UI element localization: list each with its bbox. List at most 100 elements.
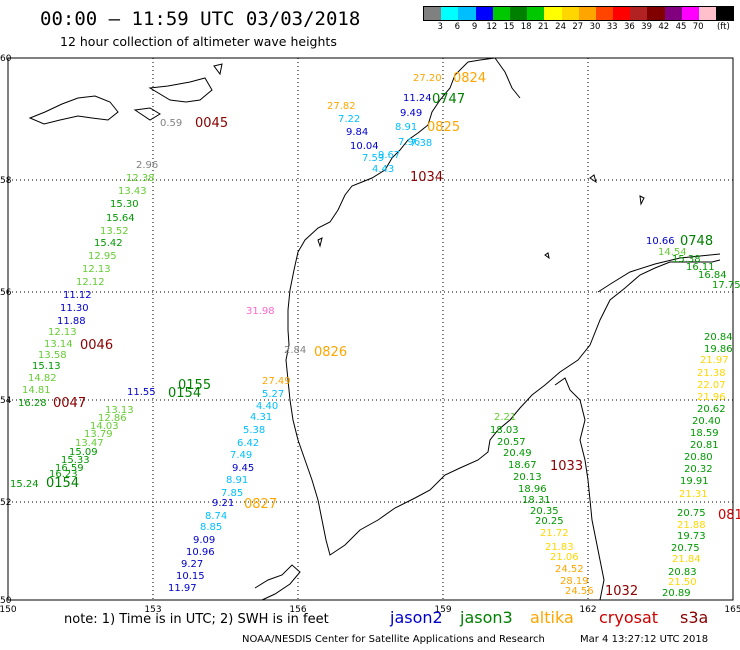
wave-height-label: 21.72 — [540, 528, 569, 539]
wave-height-label: 2.96 — [136, 160, 158, 171]
map-gridlines — [7, 57, 734, 601]
credit-text: NOAA/NESDIS Center for Satellite Applica… — [242, 634, 545, 645]
wave-height-label: 13.13 — [105, 405, 134, 416]
wave-height-label: 14.03 — [90, 421, 119, 432]
wave-height-label: 9.09 — [193, 535, 215, 546]
wave-height-label: 20.75 — [671, 543, 700, 554]
wave-height-label: 9.49 — [400, 108, 422, 119]
track-time-label: 0826 — [314, 345, 347, 360]
legend-item-jason2: jason2 — [390, 608, 443, 627]
color-scale-label: 39 — [641, 22, 653, 32]
track-time-label: 0155 — [178, 378, 211, 393]
lon-tick-label: 165 — [724, 605, 740, 615]
wave-height-label: 10.04 — [350, 141, 379, 152]
wave-height-label: 20.62 — [697, 404, 726, 415]
wave-height-label: 24.56 — [565, 586, 594, 597]
wave-height-label: 15.33 — [61, 455, 90, 466]
color-scale-label: 36 — [623, 22, 635, 32]
wave-height-label: 20.25 — [535, 516, 564, 527]
wave-height-label: 20.81 — [690, 440, 719, 451]
color-scale-labels: 3 6 9 12 15 18 21 24 27 30 33 36 39 42 45 70 (ft) — [423, 22, 740, 34]
wave-height-labels: 0.59 27.20 27.82 7.22 9.84 10.047.599.67 4.43 1… — [10, 73, 740, 599]
color-scale-label: 27 — [572, 22, 584, 32]
wave-height-label: 20.83 — [668, 567, 697, 578]
wave-height-label: 10.96 — [186, 547, 215, 558]
wave-height-label: 7.59 — [362, 153, 384, 164]
axis-tick-labels: 150 153 156 159 162 165 60 58 56 54 52 50 — [0, 54, 740, 615]
wave-height-label: 4.40 — [256, 401, 278, 412]
wave-height-label: 20.75 — [677, 508, 706, 519]
wave-height-label: 11.12 — [63, 290, 92, 301]
color-scale-label: 24 — [555, 22, 567, 32]
wave-height-label: 13.47 — [75, 438, 104, 449]
wave-height-label: 12.86 — [98, 413, 127, 424]
wave-height-label: 16.28 — [18, 398, 47, 409]
wave-height-label: 21.88 — [677, 520, 706, 531]
color-swatch — [424, 7, 442, 20]
coastline — [28, 57, 721, 601]
wave-height-label: 15.64 — [106, 213, 135, 224]
wave-height-label: 15.38 — [672, 254, 701, 265]
map-frame — [7, 57, 734, 601]
wave-height-label: 21.06 — [550, 552, 579, 563]
color-swatch — [458, 7, 476, 20]
wave-height-label: 8.91 — [395, 122, 417, 133]
wave-height-label: 7.49 — [230, 450, 252, 461]
wave-height-label: 21.31 — [679, 489, 708, 500]
color-swatch — [527, 7, 545, 20]
color-swatch — [613, 7, 631, 20]
wave-height-label: 8.85 — [200, 522, 222, 533]
wave-height-label: 20.84 — [704, 332, 733, 343]
wave-height-label: 7.38 — [410, 138, 432, 149]
chart-title: 00:00 – 11:59 UTC 03/03/2018 — [40, 8, 361, 30]
color-swatch — [441, 7, 459, 20]
lon-tick-label: 159 — [434, 605, 451, 615]
wave-height-label: 14.54 — [658, 247, 687, 258]
wave-height-label: 24.52 — [555, 564, 584, 575]
wave-height-label: 11.55 — [127, 387, 156, 398]
wave-height-label: 10.66 — [646, 236, 675, 247]
wave-height-label: 19.73 — [677, 531, 706, 542]
wave-height-label: 14.81 — [22, 385, 51, 396]
wave-height-label: 4.43 — [372, 164, 394, 175]
color-swatch — [630, 7, 648, 20]
lat-tick-label: 52 — [0, 498, 11, 508]
wave-height-label: 20.35 — [530, 506, 559, 517]
lon-tick-label: 150 — [0, 605, 17, 615]
color-scale-label: 6 — [454, 22, 461, 32]
wave-height-label: 17.75 — [712, 280, 740, 291]
chart-subtitle: 12 hour collection of altimeter wave hei… — [60, 34, 337, 49]
wave-height-label: 12.13 — [82, 264, 111, 275]
wave-height-label: 21.96 — [697, 392, 726, 403]
wave-height-label: 27.49 — [262, 376, 291, 387]
color-scale-label: 45 — [675, 22, 687, 32]
track-time-label: 0045 — [195, 116, 228, 131]
wave-height-label: 9.21 — [212, 498, 234, 509]
color-swatch — [595, 7, 614, 20]
wave-height-label: 7.22 — [338, 114, 360, 125]
lat-tick-label: 54 — [0, 396, 12, 406]
wave-height-label: 12.12 — [76, 277, 105, 288]
track-time-label: 0747 — [432, 92, 465, 107]
color-swatch — [699, 7, 717, 20]
wave-height-label: 18.31 — [522, 495, 551, 506]
wave-height-label: 21.50 — [668, 577, 697, 588]
wave-height-label: 9.45 — [232, 463, 254, 474]
track-time-label: 0825 — [427, 120, 460, 135]
wave-height-label: 28.19 — [560, 576, 589, 587]
color-scale-label: 21 — [537, 22, 549, 32]
lat-tick-label: 56 — [0, 288, 12, 298]
wave-height-label: 21.97 — [700, 355, 729, 366]
wave-height-label: 22.07 — [697, 380, 726, 391]
wave-height-label: 27.20 — [413, 73, 442, 84]
wave-height-label: 8.91 — [226, 475, 248, 486]
track-time-label: 1033 — [550, 459, 583, 474]
wave-height-label: 20.13 — [513, 472, 542, 483]
wave-height-label: 15.30 — [110, 199, 139, 210]
lat-tick-label: 60 — [0, 54, 12, 64]
wave-height-label: 13.79 — [84, 429, 113, 440]
wave-height-label: 18.03 — [490, 425, 519, 436]
wave-height-label: 14.82 — [28, 373, 57, 384]
